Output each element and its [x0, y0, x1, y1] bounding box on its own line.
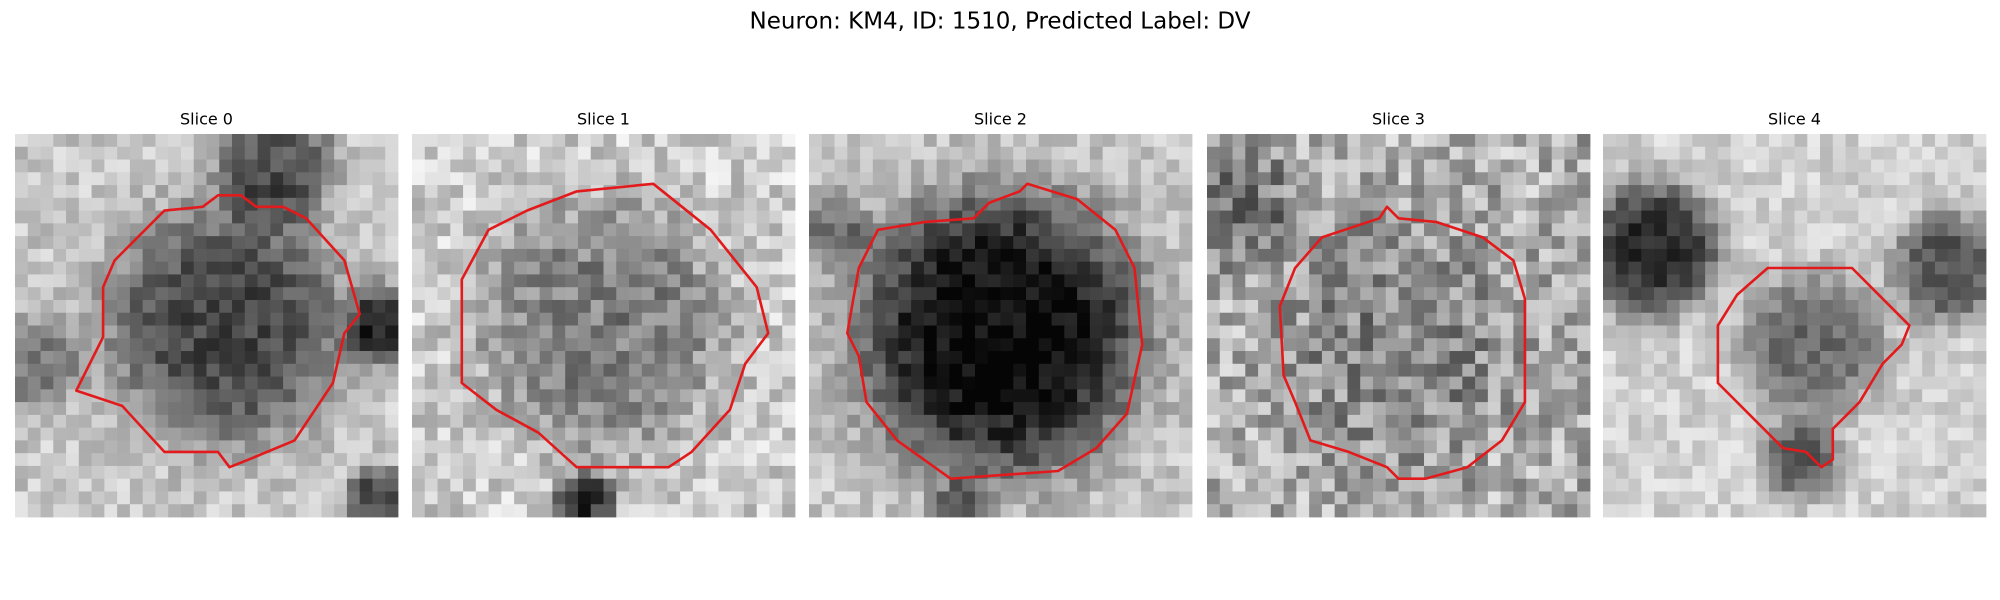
panel-title: Slice 0: [180, 110, 233, 129]
slice-image: [412, 134, 796, 518]
slice-image: [809, 134, 1193, 518]
slice-image: [1603, 134, 1987, 518]
panel-title: Slice 3: [1372, 110, 1425, 129]
panel-title: Slice 1: [577, 110, 630, 129]
roi-contour: [1716, 266, 1911, 469]
slice-image: [15, 134, 399, 518]
figure-title: Neuron: KM4, ID: 1510, Predicted Label: …: [750, 9, 1251, 35]
slice-image: [1207, 134, 1591, 518]
roi-contour: [75, 194, 362, 469]
panel-title: Slice 4: [1768, 110, 1821, 129]
roi-contour: [845, 182, 1144, 481]
panel-title: Slice 2: [974, 110, 1027, 129]
roi-contour: [1278, 205, 1527, 481]
roi-contour: [460, 182, 770, 469]
